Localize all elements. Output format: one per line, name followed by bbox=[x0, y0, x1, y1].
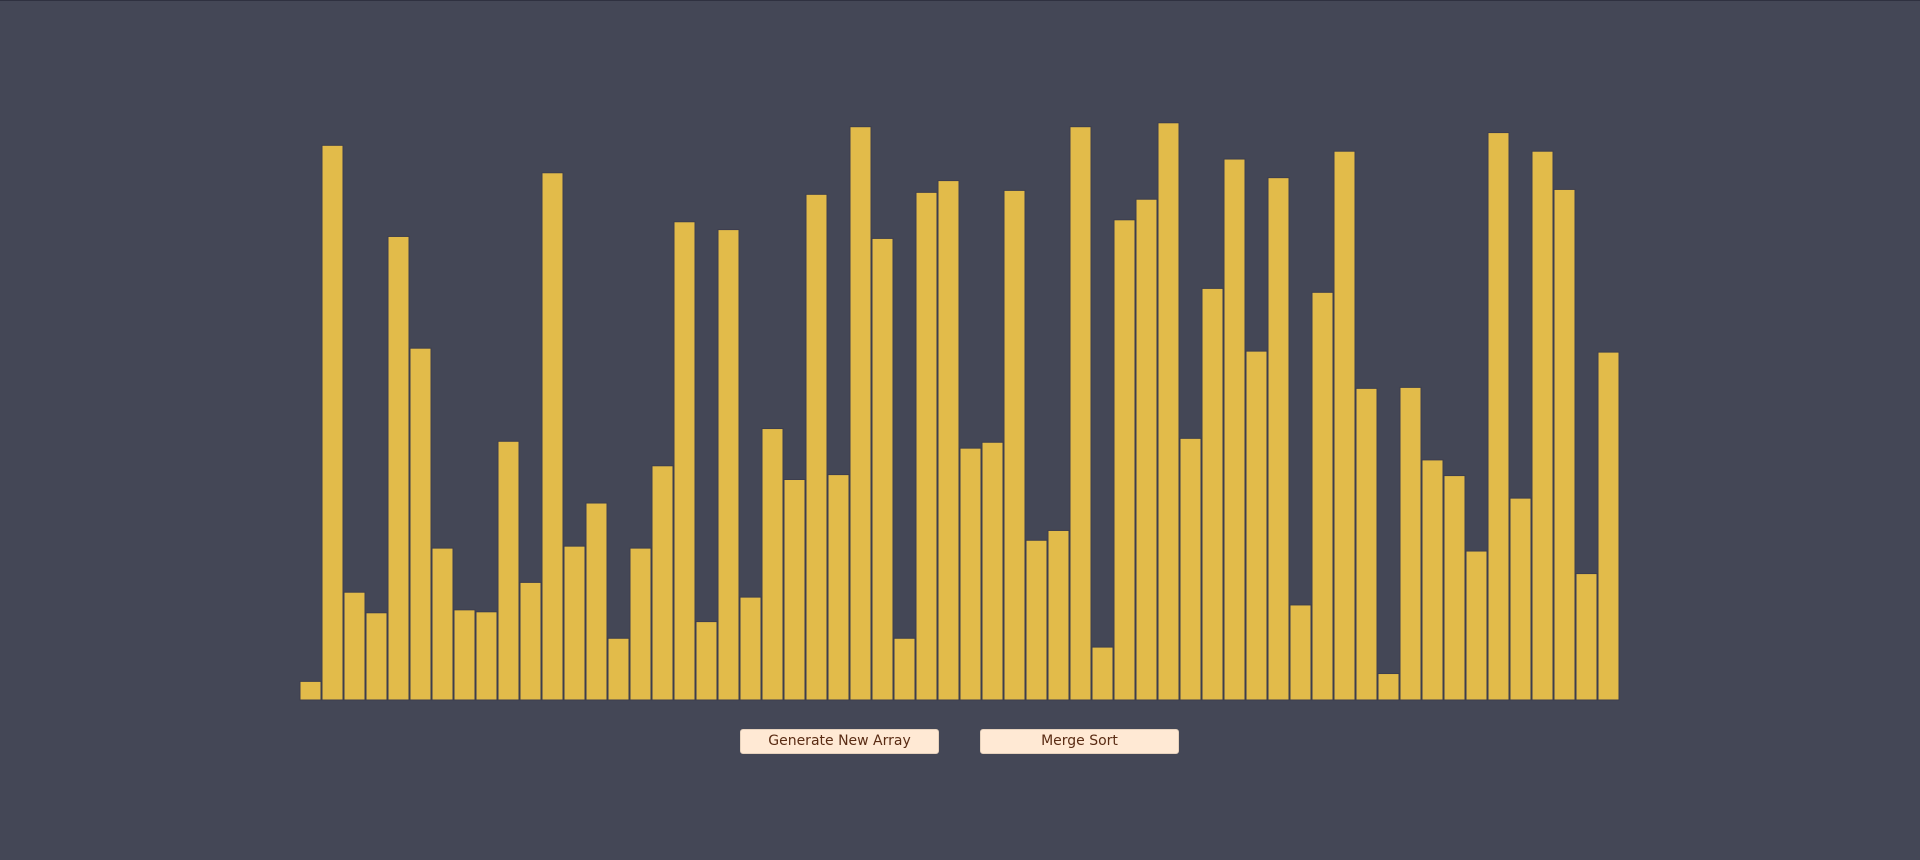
array-bar bbox=[871, 237, 894, 701]
array-bar bbox=[1509, 497, 1532, 701]
array-bar bbox=[1069, 126, 1092, 701]
array-bar bbox=[673, 221, 696, 701]
array-bar bbox=[343, 591, 366, 701]
array-bar bbox=[453, 609, 476, 701]
array-bar bbox=[739, 596, 762, 701]
array-bar bbox=[629, 547, 652, 701]
array-bar bbox=[519, 581, 542, 701]
array-bar bbox=[827, 474, 850, 701]
array-bar bbox=[1201, 287, 1224, 701]
array-bar bbox=[1399, 386, 1422, 701]
array-bar bbox=[981, 441, 1004, 701]
controls-bar: Generate New Array Merge Sort bbox=[0, 729, 1920, 755]
array-bar bbox=[1267, 177, 1290, 701]
array-bar bbox=[1465, 550, 1488, 701]
array-bar bbox=[1443, 475, 1466, 701]
array-bar bbox=[1289, 604, 1312, 701]
array-bar bbox=[1377, 673, 1400, 701]
array-bar bbox=[783, 479, 806, 701]
array-bar bbox=[1179, 437, 1202, 701]
array-bar bbox=[805, 193, 828, 701]
top-border bbox=[0, 0, 1920, 1]
array-bar bbox=[1135, 198, 1158, 701]
array-bar bbox=[1113, 219, 1136, 701]
array-bar bbox=[761, 428, 784, 701]
array-bar bbox=[585, 502, 608, 701]
array-bar bbox=[607, 637, 630, 701]
array-bar bbox=[1003, 189, 1026, 701]
array-bar bbox=[1421, 459, 1444, 701]
array-bar bbox=[365, 612, 388, 701]
array-bar bbox=[387, 235, 410, 701]
array-bar bbox=[1531, 150, 1554, 701]
array-bar bbox=[497, 440, 520, 701]
array-bar bbox=[1047, 529, 1070, 701]
array-bar bbox=[1245, 350, 1268, 701]
generate-new-array-button[interactable]: Generate New Array bbox=[740, 729, 939, 754]
array-bar bbox=[1333, 150, 1356, 701]
array-bar bbox=[475, 611, 498, 701]
array-bar bbox=[1157, 122, 1180, 701]
array-bar bbox=[651, 465, 674, 701]
array-bar bbox=[563, 545, 586, 701]
merge-sort-button[interactable]: Merge Sort bbox=[980, 729, 1179, 754]
array-bar bbox=[1553, 188, 1576, 701]
array-bar bbox=[695, 621, 718, 701]
array-bar bbox=[849, 126, 872, 701]
array-bar bbox=[431, 547, 454, 701]
array-bar bbox=[717, 229, 740, 701]
array-bar bbox=[1487, 132, 1510, 701]
array-bar bbox=[541, 172, 564, 701]
array-bar bbox=[915, 191, 938, 701]
array-bar bbox=[1025, 539, 1048, 701]
array-bar bbox=[1223, 158, 1246, 701]
array-bar bbox=[937, 180, 960, 701]
array-bar bbox=[299, 680, 322, 701]
array-bar bbox=[321, 144, 344, 701]
array-bar bbox=[959, 447, 982, 701]
array-bar bbox=[409, 347, 432, 701]
array-bar bbox=[1355, 387, 1378, 701]
array-bar bbox=[1091, 646, 1114, 701]
array-bar bbox=[1575, 573, 1598, 701]
array-bar bbox=[1597, 351, 1620, 701]
array-bar bbox=[893, 637, 916, 701]
array-bar bbox=[1311, 291, 1334, 701]
